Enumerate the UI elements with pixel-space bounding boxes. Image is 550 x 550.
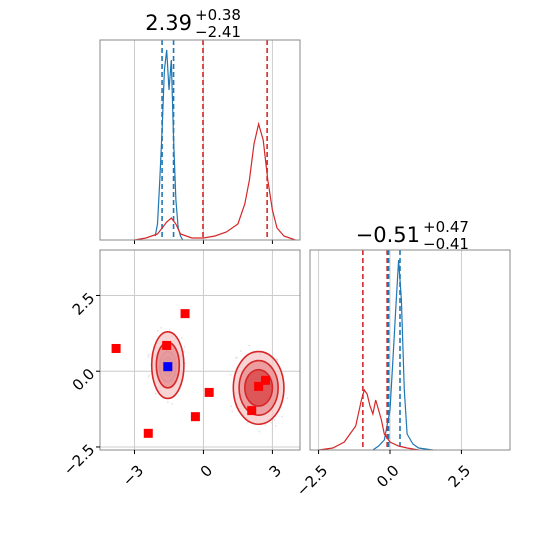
sample-dot — [180, 337, 183, 339]
histogram-series-1 — [318, 388, 419, 451]
title-lower-error: −0.41 — [423, 235, 469, 253]
red-square-marker — [261, 375, 271, 385]
red-square-marker — [162, 340, 172, 350]
histogram-series-1 — [134, 121, 296, 241]
sample-dot — [171, 403, 174, 405]
sample-dot — [160, 326, 163, 329]
sample-dot — [286, 397, 289, 400]
sample-dot — [235, 356, 238, 359]
sample-dot — [166, 401, 169, 403]
sample-dot — [273, 419, 276, 421]
y-tick-label: −2.5 — [60, 441, 98, 479]
red-square-marker — [180, 309, 190, 319]
red-square-marker — [247, 406, 257, 416]
title-value: −0.51 — [356, 223, 420, 247]
sample-dot — [231, 410, 234, 413]
x-tick-label: 0 — [197, 462, 216, 481]
joint-panel-frame — [99, 249, 301, 451]
joint-scatter-panel: −3 0 3 −2.5 0.0 2.5 — [60, 249, 301, 490]
histogram-series-0 — [154, 49, 184, 241]
x-tick-label: 0.0 — [373, 462, 403, 492]
x-tick-label: 2.5 — [445, 462, 475, 492]
sample-dot — [184, 362, 187, 365]
title-lower-error: −2.41 — [195, 23, 241, 41]
top-panel-frame — [99, 39, 301, 241]
sample-dot — [168, 328, 171, 331]
sample-dot — [229, 373, 232, 376]
top-marginal-panel: 2.39 +0.38−2.41 — [99, 6, 301, 244]
red-square-marker — [204, 387, 214, 397]
right-marginal-panel: −2.5 0.0 2.5 −0.51 +0.47−0.41 — [293, 218, 511, 500]
sample-dot — [147, 353, 150, 356]
sample-dot — [156, 330, 159, 332]
sample-dot — [275, 358, 278, 361]
sample-dot — [246, 421, 249, 424]
sample-dot — [248, 344, 251, 347]
sample-dot — [239, 350, 242, 352]
y-tick-label: 2.5 — [69, 289, 99, 319]
right-panel-frame — [309, 249, 511, 451]
red-square-marker — [111, 343, 121, 353]
sample-dot — [183, 346, 186, 348]
sample-dot — [230, 405, 233, 408]
title-value: 2.39 — [145, 11, 192, 35]
y-tick-label: 0.0 — [69, 365, 99, 395]
sample-dot — [281, 415, 283, 418]
x-tick-label: −3 — [119, 462, 147, 490]
sample-dot — [274, 425, 277, 427]
blue-square-marker — [163, 362, 173, 372]
sample-dot — [147, 375, 150, 378]
sample-dot — [270, 421, 273, 424]
title-upper-error: +0.38 — [195, 6, 241, 24]
sample-dot — [147, 355, 150, 358]
x-tick-label: −2.5 — [293, 462, 331, 500]
sample-dot — [148, 374, 151, 376]
histogram-series-0 — [372, 259, 433, 451]
sample-dot — [154, 392, 157, 395]
red-square-marker — [143, 428, 153, 438]
red-square-marker — [190, 412, 200, 422]
x-tick-label: 3 — [266, 462, 285, 481]
sample-dot — [258, 430, 261, 433]
red-square-marker — [254, 381, 264, 391]
sample-dot — [264, 424, 267, 426]
title-upper-error: +0.47 — [423, 218, 469, 236]
